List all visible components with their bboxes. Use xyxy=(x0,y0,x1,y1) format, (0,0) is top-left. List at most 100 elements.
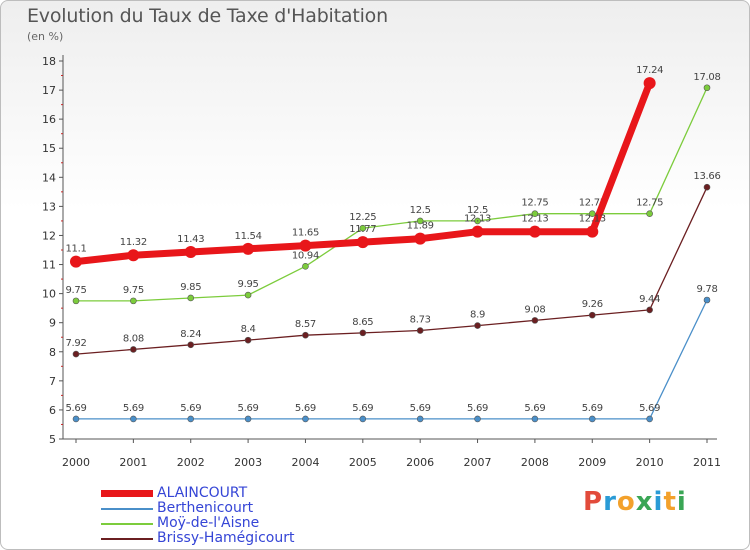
data-point xyxy=(130,297,137,305)
data-label: 5.69 xyxy=(295,403,316,414)
series-line xyxy=(75,186,708,355)
data-point xyxy=(72,415,80,423)
data-point xyxy=(244,291,252,299)
data-point xyxy=(187,341,195,349)
series-line xyxy=(76,299,708,420)
logo-letter: i xyxy=(653,487,664,517)
data-label: 9.85 xyxy=(180,282,201,293)
data-point xyxy=(471,225,484,238)
data-label: 9.26 xyxy=(582,299,603,310)
data-point xyxy=(359,224,367,232)
data-label: 8.4 xyxy=(241,324,256,335)
data-label: 8.24 xyxy=(180,329,201,340)
data-point xyxy=(588,210,596,217)
data-label: 17.08 xyxy=(693,72,720,83)
data-point xyxy=(302,415,309,423)
data-point xyxy=(416,217,424,225)
data-label: 12.13 xyxy=(521,214,548,225)
data-point xyxy=(299,239,312,252)
data-point xyxy=(531,415,539,423)
data-label: 11.54 xyxy=(235,231,262,242)
x-tick-label: 2010 xyxy=(636,456,664,469)
data-label: 5.69 xyxy=(180,403,201,414)
y-tick-label: 14 xyxy=(42,171,56,184)
data-point xyxy=(474,322,481,329)
logo-letter: r xyxy=(603,487,617,517)
y-tick-label: 16 xyxy=(42,113,56,126)
y-tick-label: 5 xyxy=(49,433,56,446)
data-label: 5.69 xyxy=(65,403,86,414)
y-tick-label: 6 xyxy=(49,404,56,417)
x-tick-label: 2009 xyxy=(578,456,606,469)
data-label: 5.69 xyxy=(524,403,545,414)
data-label: 11.89 xyxy=(407,221,434,232)
data-point xyxy=(414,232,427,245)
legend-swatch xyxy=(101,538,153,540)
y-tick-label: 15 xyxy=(42,142,56,155)
logo-letter: i xyxy=(676,487,687,517)
legend-item: Moÿ-de-l'Aisne xyxy=(101,515,361,531)
x-tick-label: 2011 xyxy=(693,456,721,469)
legend-label: ALAINCOURT xyxy=(157,485,248,501)
data-point xyxy=(130,346,137,353)
legend-label: Brissy-Hamégicourt xyxy=(157,530,295,546)
data-label: 7.92 xyxy=(65,338,86,349)
data-label: 10.94 xyxy=(292,250,319,261)
data-label: 12.75 xyxy=(636,198,663,209)
logo-letter: t xyxy=(663,487,677,517)
x-tick-label: 2000 xyxy=(62,456,90,469)
data-point xyxy=(531,210,539,217)
series-line xyxy=(76,87,708,302)
data-point xyxy=(588,311,596,319)
data-label: 12.5 xyxy=(410,205,431,216)
x-tick-label: 2002 xyxy=(177,456,205,469)
data-label: 11.65 xyxy=(292,228,319,239)
logo-letter: x xyxy=(635,487,654,517)
data-point xyxy=(187,415,195,423)
x-tick-label: 2008 xyxy=(521,456,549,469)
data-point xyxy=(474,415,481,423)
data-label: 12.5 xyxy=(467,205,488,216)
logo-letter: o xyxy=(616,487,636,517)
x-tick-label: 2007 xyxy=(464,456,492,469)
y-tick-label: 13 xyxy=(42,200,56,213)
data-point xyxy=(474,217,481,225)
data-point xyxy=(531,317,539,324)
data-point xyxy=(244,336,252,344)
data-point xyxy=(416,415,424,423)
proxiti-logo: Proxiti xyxy=(583,487,687,517)
legend-item: Brissy-Hamégicourt xyxy=(101,530,361,546)
x-tick-label: 2001 xyxy=(119,456,147,469)
data-label: 5.69 xyxy=(639,403,660,414)
data-label: 8.08 xyxy=(123,333,144,344)
data-point xyxy=(416,327,424,334)
data-label: 11.1 xyxy=(65,244,86,255)
data-point xyxy=(359,329,367,337)
data-point xyxy=(643,77,656,90)
data-label: 12.25 xyxy=(349,212,376,223)
data-label: 5.69 xyxy=(123,403,144,414)
legend-item: ALAINCOURT xyxy=(101,485,361,501)
y-tick-label: 9 xyxy=(49,317,56,330)
legend-item: Berthenicourt xyxy=(101,500,361,516)
legend-label: Berthenicourt xyxy=(157,500,254,516)
data-point xyxy=(72,297,80,305)
data-label: 11.43 xyxy=(177,234,204,245)
y-tick-label: 7 xyxy=(49,375,56,388)
y-tick-label: 11 xyxy=(42,259,56,272)
data-label: 8.57 xyxy=(295,319,316,330)
data-point xyxy=(528,225,541,238)
data-label: 12.75 xyxy=(521,198,548,209)
data-point xyxy=(70,255,82,268)
data-label: 5.69 xyxy=(238,403,259,414)
x-tick-label: 2005 xyxy=(349,456,377,469)
data-point xyxy=(703,183,711,191)
data-point xyxy=(646,415,653,423)
data-point xyxy=(703,296,711,304)
data-label: 11.77 xyxy=(349,224,376,235)
data-label: 5.69 xyxy=(582,403,603,414)
data-label: 9.75 xyxy=(65,285,86,296)
data-point xyxy=(302,331,309,339)
y-tick-label: 8 xyxy=(49,346,56,359)
